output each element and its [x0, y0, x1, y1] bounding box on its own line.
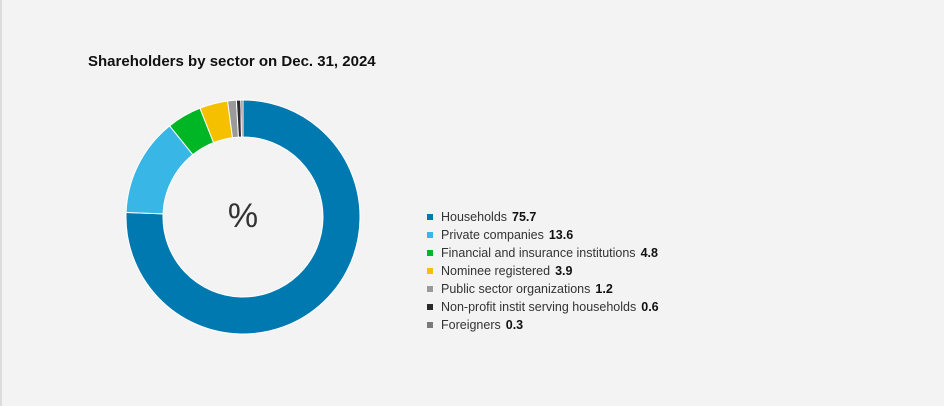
- legend-item-households: Households 75.7: [427, 208, 659, 226]
- legend-value: 4.8: [640, 246, 658, 260]
- donut-slices: [125, 99, 361, 335]
- legend-swatch: [427, 303, 433, 310]
- legend-label: Public sector organizations: [441, 282, 591, 296]
- legend-item-non-profit-instit-serving-households: Non-profit instit serving households 0.6: [427, 298, 659, 316]
- legend-swatch: [427, 267, 433, 274]
- legend-swatch: [427, 285, 433, 292]
- slice-foreigners: [240, 99, 244, 138]
- legend-item-financial-and-insurance-institutions: Financial and insurance institutions 4.8: [427, 244, 659, 262]
- chart-legend: Households 75.7 Private companies 13.6 Finan…: [427, 208, 659, 334]
- legend-label: Non-profit instit serving households: [441, 300, 637, 314]
- legend-label: Nominee registered: [441, 264, 551, 278]
- legend-label: Private companies: [441, 228, 544, 242]
- legend-value: 75.7: [512, 210, 537, 224]
- legend-swatch: [427, 321, 433, 328]
- legend-label: Households: [441, 210, 508, 224]
- legend-item-nominee-registered: Nominee registered 3.9: [427, 262, 659, 280]
- legend-item-public-sector-organizations: Public sector organizations 1.2: [427, 280, 659, 298]
- legend-item-foreigners: Foreigners 0.3: [427, 316, 659, 334]
- legend-value: 1.2: [595, 282, 613, 296]
- left-border: [0, 0, 2, 406]
- legend-value: 13.6: [548, 228, 574, 242]
- legend-value: 0.3: [505, 318, 524, 332]
- legend-swatch: [427, 249, 433, 256]
- legend-item-private-companies: Private companies 13.6: [427, 226, 659, 244]
- legend-label: Foreigners: [441, 318, 501, 332]
- legend-swatch: [427, 231, 433, 238]
- legend-swatch: [427, 213, 433, 220]
- legend-value: 3.9: [555, 264, 573, 278]
- chart-title: Shareholders by sector on Dec. 31, 2024: [88, 53, 376, 70]
- slice-households: [125, 99, 361, 335]
- center-percent-label: %: [228, 197, 258, 235]
- legend-value: 0.6: [641, 300, 659, 314]
- legend-label: Financial and insurance institutions: [441, 246, 636, 260]
